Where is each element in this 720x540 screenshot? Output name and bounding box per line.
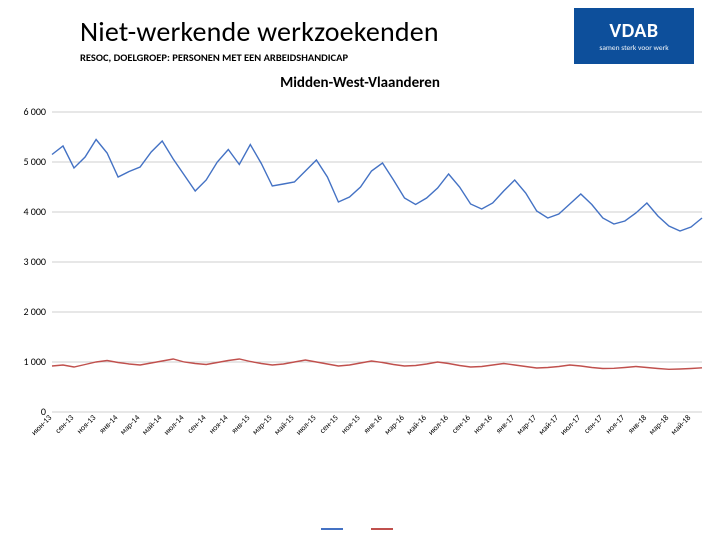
x-axis-label: янв-18 [626, 413, 649, 436]
legend [0, 528, 720, 530]
x-axis-label: янв-17 [494, 413, 517, 436]
x-axis-label: мар-17 [515, 413, 539, 437]
y-axis-label: 2 000 [23, 305, 46, 318]
x-axis-label: ноя-17 [604, 413, 627, 436]
y-axis-label: 1 000 [23, 355, 46, 368]
x-axis-label: мар-14 [118, 413, 142, 437]
x-axis-label: сен-16 [450, 413, 473, 436]
x-axis-label: июл-15 [294, 413, 318, 437]
x-axis-label: сен-17 [582, 413, 605, 436]
x-axis-label: ноя-13 [75, 413, 98, 436]
x-axis-label: май-15 [272, 413, 296, 437]
legend-swatch [321, 528, 343, 530]
logo-brand: VDAB [609, 19, 658, 43]
x-axis-label: сен-15 [318, 413, 341, 436]
x-axis-label: янв-14 [97, 413, 120, 436]
y-axis-label: 4 000 [23, 205, 46, 218]
legend-swatch [371, 528, 393, 530]
vdab-logo: VDAB samen sterk voor werk [574, 8, 694, 64]
x-axis-label: май-14 [140, 413, 164, 437]
x-axis-label: ноя-16 [472, 413, 495, 436]
y-axis-label: 5 000 [23, 155, 46, 168]
x-axis-label: мар-15 [250, 413, 274, 437]
y-axis-label: 3 000 [23, 255, 46, 268]
series-line [52, 359, 702, 369]
legend-item-nee [321, 528, 349, 530]
x-axis-label: май-16 [405, 413, 429, 437]
x-axis-label: мар-16 [383, 413, 407, 437]
x-axis-label: янв-16 [362, 413, 385, 436]
chart-svg: 01 0002 0003 0004 0005 0006 000июн-13сен… [10, 112, 710, 492]
x-axis-label: июл-16 [426, 413, 450, 437]
legend-item-ja [371, 528, 399, 530]
x-axis-label: июл-14 [162, 413, 186, 437]
x-axis-label: янв-15 [229, 413, 252, 436]
series-line [52, 140, 702, 232]
x-axis-label: ноя-15 [339, 413, 362, 436]
x-axis-label: сен-13 [53, 413, 76, 436]
x-axis-label: май-18 [669, 413, 693, 437]
x-axis-label: май-17 [537, 413, 561, 437]
line-chart: 01 0002 0003 0004 0005 0006 000июн-13сен… [10, 112, 710, 492]
x-axis-label: мар-18 [647, 413, 671, 437]
logo-tagline: samen sterk voor werk [599, 44, 668, 53]
x-axis-label: ноя-14 [207, 413, 230, 436]
region-title: Midden-West-Vlaanderen [0, 74, 720, 92]
x-axis-label: сен-14 [186, 413, 209, 436]
x-axis-label: июл-17 [558, 413, 582, 437]
y-axis-label: 6 000 [23, 105, 46, 118]
